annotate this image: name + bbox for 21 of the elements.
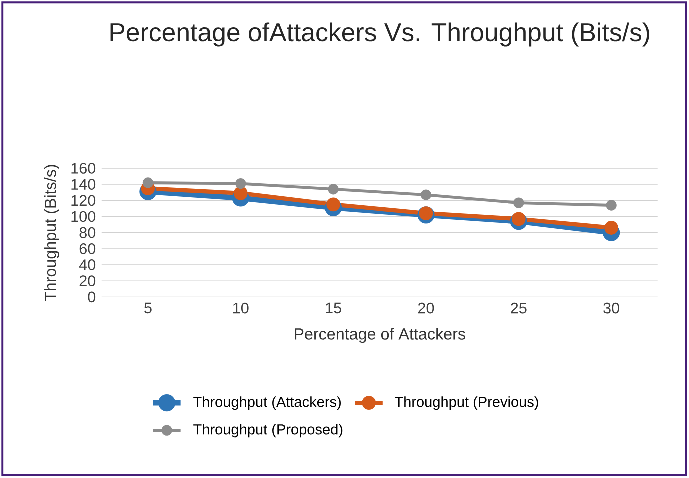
- x-tick-label: 10: [234, 303, 249, 314]
- y-tick-label: 140: [72, 179, 96, 190]
- y-tick-label: 160: [72, 163, 96, 174]
- x-tick-label: 20: [418, 303, 434, 314]
- legend-label: Throughput (Attackers): [194, 396, 341, 410]
- chart-title: Percentage ofAttackers Vs. Throughput (Bits/s): [110, 22, 650, 47]
- x-tick-label: 30: [604, 303, 620, 314]
- y-tick-label: 40: [79, 260, 96, 271]
- x-axis-title: Percentage of Attackers: [295, 328, 466, 344]
- x-tick-label: 15: [326, 303, 342, 314]
- legend-label: Throughput (Proposed): [194, 424, 343, 438]
- y-axis-title: Throughput (Bits/s): [44, 165, 60, 302]
- x-tick-label: 5: [144, 303, 152, 314]
- y-tick-label: 120: [72, 195, 96, 206]
- y-tick-label: 0: [88, 292, 96, 303]
- x-tick-label: 25: [511, 303, 527, 314]
- y-tick-label: 20: [80, 276, 96, 287]
- y-tick-label: 60: [80, 244, 96, 255]
- legend-label: Throughput (Previous): [395, 396, 538, 410]
- y-tick-label: 80: [80, 228, 96, 238]
- y-tick-label: 100: [72, 212, 96, 222]
